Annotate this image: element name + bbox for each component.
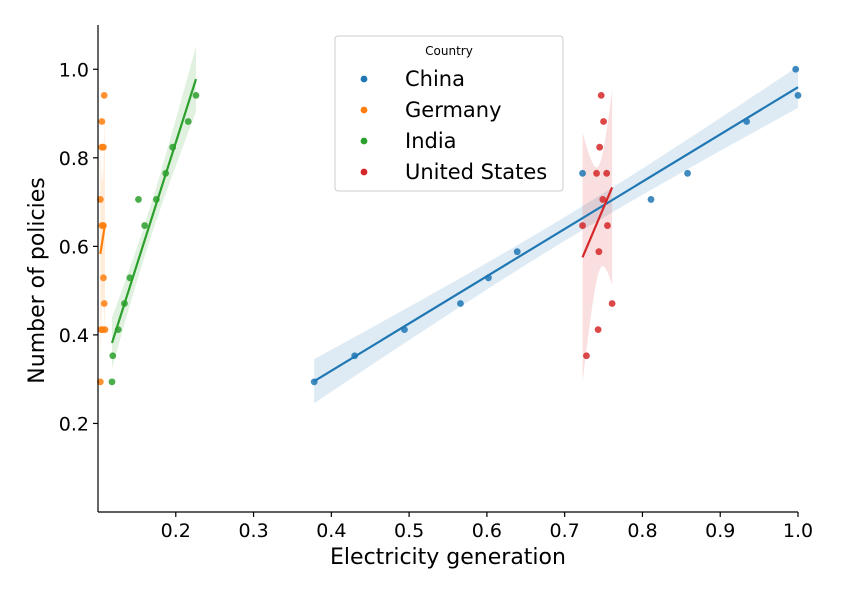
data-point-germany xyxy=(100,91,108,99)
legend: Country China Germany India United States xyxy=(334,35,564,192)
regression-line-china xyxy=(313,86,799,383)
data-point-united-states xyxy=(600,118,607,125)
data-point-china xyxy=(401,326,408,333)
legend-marker-united-states xyxy=(360,168,368,176)
data-point-china xyxy=(743,118,751,125)
x-tick-label: 0.6 xyxy=(472,520,502,542)
x-tick-label: 0.5 xyxy=(394,520,424,542)
legend-label-india: India xyxy=(405,129,457,153)
x-tick-label: 0.3 xyxy=(238,520,268,542)
legend-title: Country xyxy=(425,44,473,58)
data-point-germany xyxy=(100,143,107,151)
data-point-china xyxy=(792,65,800,73)
data-point-china xyxy=(457,300,464,307)
data-point-germany xyxy=(100,274,107,282)
data-point-united-states xyxy=(594,326,602,333)
x-axis-title: Electricity generation xyxy=(330,545,566,570)
x-tick-label: 1.0 xyxy=(783,520,813,542)
data-point-united-states xyxy=(603,169,611,177)
data-point-india xyxy=(108,378,116,386)
data-point-united-states xyxy=(596,143,604,151)
y-tick-label: 0.2 xyxy=(59,413,89,435)
confidence-band-united-states xyxy=(582,89,613,382)
data-point-india xyxy=(162,169,170,177)
data-point-india xyxy=(152,196,160,203)
data-point-united-states xyxy=(579,222,586,229)
x-tick-label: 0.2 xyxy=(161,520,191,542)
y-tick-label: 0.6 xyxy=(59,236,89,258)
y-tick-label: 0.4 xyxy=(59,325,89,347)
data-point-china xyxy=(310,378,318,386)
data-point-india xyxy=(141,222,149,229)
legend-marker-germany xyxy=(360,106,368,114)
data-point-china xyxy=(647,196,655,203)
legend-label-united-states: United States xyxy=(405,160,547,184)
data-point-united-states xyxy=(595,248,603,256)
data-point-china xyxy=(684,169,691,177)
data-point-united-states xyxy=(599,196,607,203)
data-point-germany xyxy=(100,222,107,229)
x-tick-label: 0.8 xyxy=(627,520,657,542)
data-point-india xyxy=(192,91,200,99)
legend-marker-india xyxy=(360,137,368,145)
y-tick-label: 1.0 xyxy=(59,59,89,81)
data-point-china xyxy=(485,274,492,282)
x-tick-label: 0.4 xyxy=(316,520,346,542)
data-point-india xyxy=(121,300,128,307)
legend-marker-china xyxy=(360,75,368,83)
y-tick-label: 0.8 xyxy=(59,148,89,170)
data-point-india xyxy=(169,143,177,151)
data-point-united-states xyxy=(597,91,605,99)
legend-box xyxy=(334,35,564,192)
data-point-india xyxy=(126,274,134,282)
data-point-germany xyxy=(96,378,104,386)
regression-line-india xyxy=(110,78,198,344)
data-point-china xyxy=(351,352,359,360)
data-point-india xyxy=(114,326,122,333)
x-tick-label: 0.9 xyxy=(705,520,735,542)
y-axis-title: Number of policies xyxy=(25,177,50,383)
data-point-germany xyxy=(101,326,109,333)
data-point-united-states xyxy=(583,352,590,360)
legend-label-china: China xyxy=(405,67,465,91)
data-point-india xyxy=(109,352,117,360)
data-point-china xyxy=(794,91,802,99)
data-point-united-states xyxy=(608,300,616,307)
data-point-india xyxy=(135,196,142,203)
data-point-germany xyxy=(98,118,106,125)
data-point-india xyxy=(184,118,192,125)
data-point-china xyxy=(513,248,521,256)
regression-lines xyxy=(99,78,799,383)
data-point-germany xyxy=(96,196,104,203)
data-point-china xyxy=(579,169,586,177)
data-points xyxy=(96,65,802,386)
axes: 0.2 0.3 0.4 0.5 0.6 0.7 0.8 0.9 1.0 0.2 0.4 0.6 0.8 1… xyxy=(25,25,813,570)
data-point-united-states xyxy=(604,222,611,229)
x-tick-label: 0.7 xyxy=(550,520,580,542)
legend-label-germany: Germany xyxy=(405,98,502,122)
regression-line-germany xyxy=(99,224,107,255)
data-point-united-states xyxy=(593,169,600,177)
regression-line-united-states xyxy=(581,186,614,258)
data-point-germany xyxy=(100,300,108,307)
